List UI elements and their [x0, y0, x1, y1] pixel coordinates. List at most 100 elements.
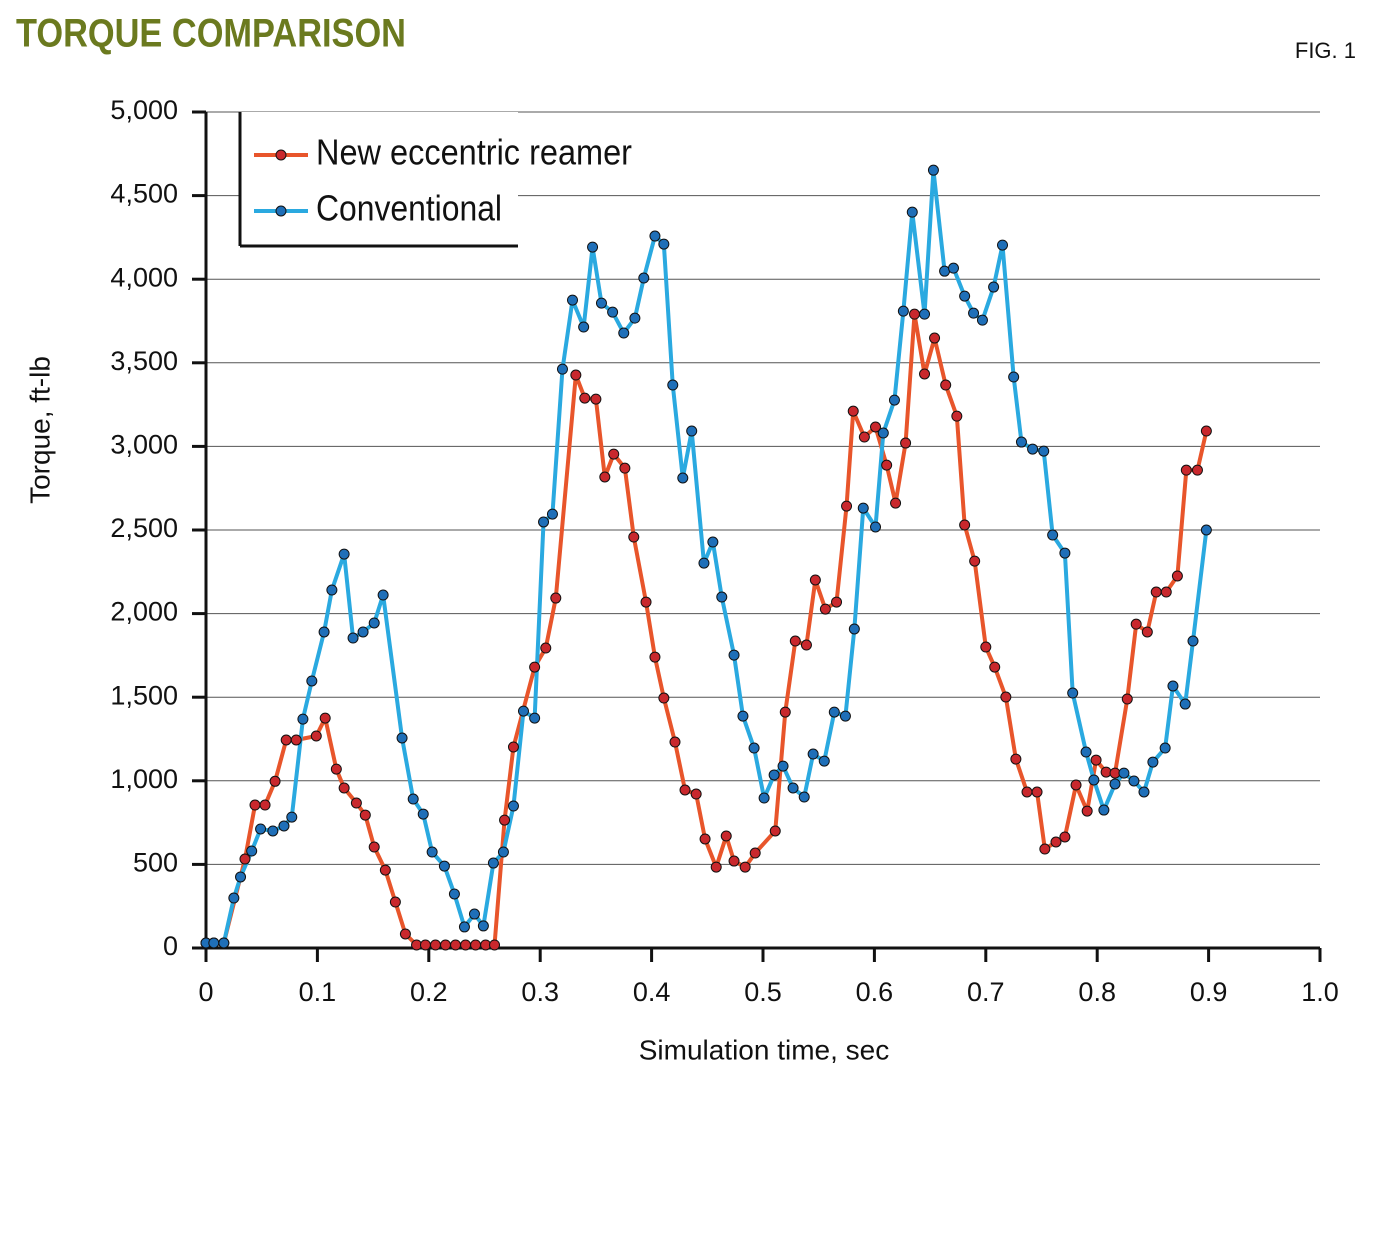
data-point: [1180, 464, 1192, 476]
data-point: [857, 502, 869, 514]
data-point: [350, 797, 362, 809]
data-point: [1160, 586, 1172, 598]
data-point: [368, 841, 380, 853]
data-point: [269, 775, 281, 787]
data-point: [538, 516, 550, 528]
data-point: [658, 692, 670, 704]
series-line: [206, 168, 1209, 945]
data-point: [777, 760, 789, 772]
data-point: [839, 710, 851, 722]
y-tick-label: 500: [133, 848, 178, 878]
data-point: [1150, 586, 1162, 598]
data-point: [1059, 831, 1071, 843]
data-point: [338, 548, 350, 560]
x-tick-label: 0.7: [967, 977, 1005, 1007]
data-point: [550, 592, 562, 604]
data-point: [1098, 804, 1110, 816]
data-point: [460, 939, 472, 951]
data-point: [267, 825, 279, 837]
data-point: [389, 896, 401, 908]
data-point: [396, 732, 408, 744]
data-point: [881, 459, 893, 471]
data-point: [507, 800, 519, 812]
data-point: [677, 472, 689, 484]
data-point: [900, 437, 912, 449]
data-point: [1070, 779, 1082, 791]
data-point: [319, 712, 331, 724]
data-point: [595, 297, 607, 309]
data-point: [737, 710, 749, 722]
data-point: [579, 392, 591, 404]
x-tick-label: 0.2: [410, 977, 448, 1007]
data-point: [649, 651, 661, 663]
data-point: [450, 939, 462, 951]
data-point: [259, 799, 271, 811]
data-point: [710, 861, 722, 873]
x-tick-label: 0.1: [299, 977, 337, 1007]
data-point: [608, 448, 620, 460]
data-point: [1147, 756, 1159, 768]
data-point: [658, 238, 670, 250]
data-point: [1000, 691, 1012, 703]
data-point: [789, 635, 801, 647]
data-point: [1187, 635, 1199, 647]
data-point: [359, 809, 371, 821]
data-point: [399, 928, 411, 940]
data-point: [728, 649, 740, 661]
data-point: [728, 855, 740, 867]
y-tick-label: 2,000: [110, 597, 178, 627]
data-point: [947, 262, 959, 274]
data-point: [1128, 775, 1140, 787]
data-point: [831, 596, 843, 608]
x-axis-label: Simulation time, sec: [639, 1034, 890, 1065]
data-point: [976, 314, 988, 326]
data-point: [927, 164, 939, 176]
x-tick-label: 0.3: [521, 977, 559, 1007]
data-point: [739, 861, 751, 873]
data-point: [1191, 464, 1203, 476]
data-point: [779, 706, 791, 718]
data-point: [306, 675, 318, 687]
data-point: [599, 471, 611, 483]
data-point: [278, 820, 290, 832]
data-point: [249, 799, 261, 811]
data-point: [517, 705, 529, 717]
data-point: [407, 793, 419, 805]
data-point: [1171, 570, 1183, 582]
y-tick-label: 1,500: [110, 680, 178, 710]
data-point: [507, 741, 519, 753]
data-point: [1109, 778, 1121, 790]
data-point: [807, 748, 819, 760]
data-point: [546, 508, 558, 520]
data-point: [578, 321, 590, 333]
data-point: [649, 230, 661, 242]
data-point: [707, 536, 719, 548]
data-point: [1130, 618, 1142, 630]
data-point: [529, 661, 541, 673]
data-point: [1118, 767, 1130, 779]
x-tick-label: 0: [198, 977, 213, 1007]
data-point: [841, 500, 853, 512]
data-point: [1179, 698, 1191, 710]
data-point: [919, 308, 931, 320]
data-point: [379, 864, 391, 876]
data-point: [556, 363, 568, 375]
x-tick-label: 0.6: [856, 977, 894, 1007]
data-point: [768, 769, 780, 781]
data-point: [800, 639, 812, 651]
data-point: [699, 833, 711, 845]
data-point: [847, 405, 859, 417]
data-point: [529, 712, 541, 724]
data-point: [297, 713, 309, 725]
data-point: [997, 239, 1009, 251]
x-tick-label: 0.4: [633, 977, 671, 1007]
data-point: [870, 521, 882, 533]
data-point: [906, 206, 918, 218]
data-point: [667, 379, 679, 391]
data-point: [769, 825, 781, 837]
data-point: [419, 939, 431, 951]
data-point: [809, 574, 821, 586]
data-point: [1038, 445, 1050, 457]
data-point: [968, 307, 980, 319]
y-tick-label: 3,500: [110, 346, 178, 376]
